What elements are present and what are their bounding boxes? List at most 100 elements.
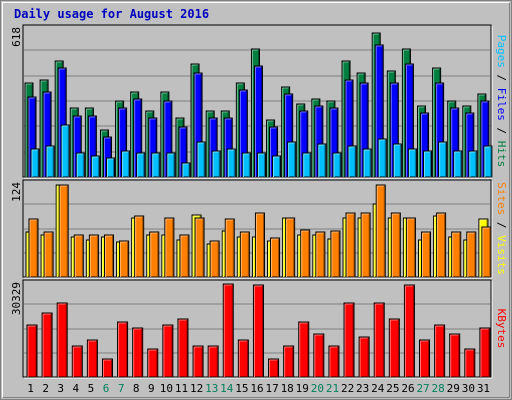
sites-bar [375, 184, 386, 278]
sites-bar [179, 234, 190, 278]
kbytes-y-max-label: 30329 [10, 282, 23, 315]
x-tick-label: 28 [432, 382, 445, 395]
kbytes-bar [373, 302, 385, 378]
hits-axis-label-part: Hits [495, 141, 508, 168]
x-tick-label: 18 [281, 382, 294, 395]
visits-axis-label-part: Sites [495, 182, 508, 215]
pages-bar [166, 152, 176, 178]
x-tick-label: 21 [326, 382, 339, 395]
pages-bar [362, 148, 372, 178]
kbytes-bar [41, 312, 53, 378]
kbytes-bar [388, 318, 400, 378]
hits-axis-label-part: Pages [495, 35, 508, 68]
kbytes-bar [343, 302, 355, 378]
sites-bar [119, 240, 130, 278]
pages-bar [407, 148, 417, 178]
pages-bar [423, 150, 433, 178]
kbytes-bar [177, 318, 189, 378]
kbytes-bar [298, 321, 310, 378]
x-tick-label: 9 [148, 382, 155, 395]
x-tick-label: 2 [42, 382, 49, 395]
sites-bar [345, 212, 356, 278]
kbytes-bar [26, 324, 38, 378]
x-tick-label: 13 [205, 382, 218, 395]
pages-bar [377, 138, 387, 178]
x-tick-label: 23 [356, 382, 369, 395]
x-tick-label: 20 [311, 382, 324, 395]
kbytes-bar [222, 283, 234, 378]
sites-bar [315, 231, 326, 278]
sites-bar [134, 215, 145, 278]
sites-bar [254, 212, 265, 278]
pages-bar [438, 141, 448, 178]
pages-bar [226, 148, 236, 178]
x-tick-label: 14 [220, 382, 234, 395]
x-tick-label: 10 [160, 382, 173, 395]
kbytes-bar [464, 348, 476, 378]
kbytes-bar [71, 345, 83, 378]
pages-bar [483, 145, 493, 178]
kbytes-bar [479, 327, 491, 378]
pages-bar [256, 152, 266, 178]
pages-bar [30, 148, 40, 178]
sites-bar [421, 231, 432, 278]
x-tick-label: 27 [416, 382, 429, 395]
kbytes-bar [237, 339, 249, 378]
x-tick-label: 30 [462, 382, 475, 395]
sites-bar [436, 212, 447, 278]
x-tick-label: 6 [103, 382, 110, 395]
kbytes-bar [313, 333, 325, 378]
sites-bar [103, 234, 114, 278]
x-tick-label: 19 [296, 382, 309, 395]
sites-bar [300, 229, 311, 278]
hits-axis-label: Pages / Files / Hits [495, 35, 508, 168]
hits-y-max-label: 618 [10, 27, 23, 47]
sites-bar [209, 240, 220, 278]
pages-bar [151, 152, 161, 178]
x-tick-label: 16 [250, 382, 263, 395]
x-tick-label: 24 [371, 382, 385, 395]
x-tick-label: 1 [27, 382, 34, 395]
sites-bar [390, 212, 401, 278]
sites-bar [28, 218, 39, 278]
hits-axis-label-part: Files [495, 88, 508, 121]
x-tick-label: 17 [265, 382, 278, 395]
sites-bar [360, 212, 371, 278]
pages-bar [241, 152, 251, 178]
kbytes-bar [86, 339, 98, 378]
kbytes-bar [419, 339, 431, 378]
x-tick-label: 25 [386, 382, 399, 395]
x-tick-label: 15 [235, 382, 248, 395]
pages-bar [392, 143, 402, 178]
kbytes-bar [117, 321, 129, 378]
pages-bar [90, 155, 100, 178]
x-tick-label: 4 [73, 382, 80, 395]
pages-bar [453, 150, 463, 178]
sites-bar [451, 231, 462, 278]
sites-bar [466, 231, 477, 278]
kbytes-bar [283, 345, 295, 378]
sites-bar [481, 226, 492, 278]
sites-bar [194, 217, 205, 278]
x-tick-label: 26 [401, 382, 414, 395]
kbytes-bar [268, 358, 280, 378]
visits-axis-label-part: Visits [495, 235, 508, 275]
x-tick-label: 11 [175, 382, 188, 395]
sites-bar [164, 217, 175, 278]
pages-bar [302, 152, 312, 178]
sites-bar [149, 231, 160, 278]
pages-bar [196, 141, 206, 178]
x-tick-label: 7 [118, 382, 125, 395]
kbytes-bar [101, 358, 113, 378]
pages-bar [468, 150, 478, 178]
pages-bar [136, 152, 146, 178]
kbytes-bar [192, 345, 204, 378]
kbytes-bar [252, 284, 264, 378]
sites-bar [270, 237, 281, 278]
kbytes-bar [132, 327, 144, 378]
kbytes-bar [358, 336, 370, 378]
kbytes-axis-label: KBytes [495, 309, 508, 349]
sites-bar [330, 230, 341, 278]
sites-bar [285, 217, 296, 278]
